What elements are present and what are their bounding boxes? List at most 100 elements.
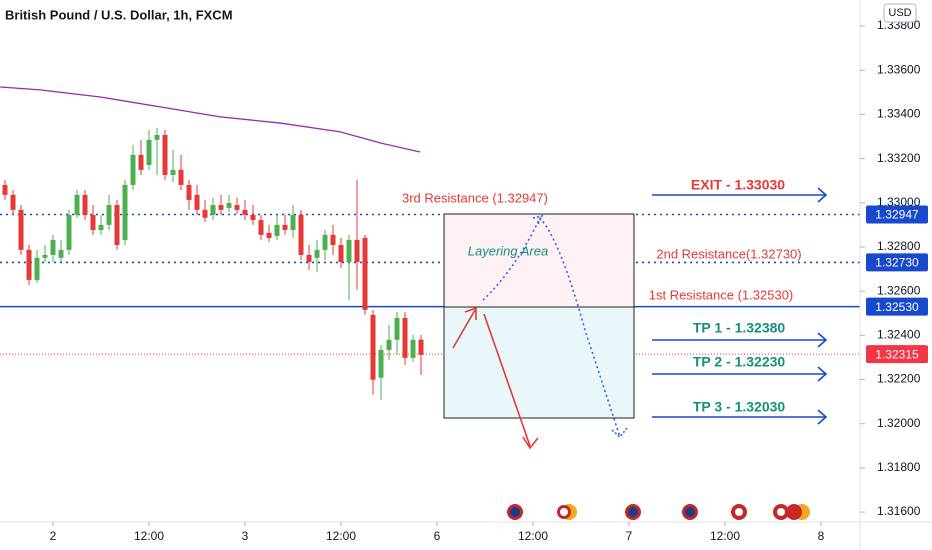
candle-body — [170, 169, 176, 175]
candle-body — [418, 339, 424, 355]
candle-body — [266, 232, 272, 238]
y-tick-label: 1.31800 — [877, 460, 921, 474]
candle-body — [26, 249, 32, 280]
x-tick-label: 12:00 — [134, 529, 164, 543]
target-label: TP 2 - 1.32230 — [693, 354, 786, 370]
candle-body — [226, 203, 232, 208]
candle-body — [354, 239, 360, 262]
candle-body — [378, 349, 384, 378]
y-tick-label: 1.33600 — [877, 62, 921, 76]
candle-body — [298, 214, 304, 255]
candle-body — [290, 214, 296, 230]
candle-body — [402, 317, 408, 358]
x-tick-label: 12:00 — [710, 529, 740, 543]
candle-body — [50, 239, 56, 255]
candle-body — [314, 249, 320, 258]
annotation: 2nd Resistance(1.32730) — [656, 246, 801, 261]
candle-body — [162, 134, 168, 175]
target-arrows — [652, 187, 828, 425]
candle-body — [18, 209, 24, 250]
y-tick-label: 1.33400 — [877, 107, 921, 121]
candle-body — [218, 205, 224, 210]
candle-body — [250, 214, 256, 221]
resistance-zone — [443, 213, 635, 308]
price-tag-label: 1.32730 — [875, 256, 919, 270]
y-tick-label: 1.31600 — [877, 504, 921, 518]
y-tick-label: 1.32000 — [877, 416, 921, 430]
x-tick-label: 6 — [434, 529, 441, 543]
candle-body — [346, 239, 352, 262]
chart-title: British Pound / U.S. Dollar, 1h, FXCM — [5, 7, 233, 22]
x-tick-label: 7 — [626, 529, 633, 543]
candle-body — [234, 205, 240, 210]
projection-arrowheads — [532, 214, 628, 439]
candle-body — [66, 214, 72, 250]
x-tick-label: 3 — [242, 529, 249, 543]
candle-body — [194, 194, 200, 210]
candle-body — [186, 184, 192, 200]
currency-label: USD — [888, 7, 911, 19]
candle-body — [242, 209, 248, 215]
candle-body — [202, 209, 208, 218]
y-tick-label: 1.32600 — [877, 283, 921, 297]
candle-body — [370, 314, 376, 380]
price-tag-label: 1.32530 — [875, 300, 919, 314]
annotation: Layering Area — [468, 243, 548, 258]
annotation: 1st Resistance (1.32530) — [649, 287, 794, 302]
candle-body — [10, 194, 16, 210]
candle-body — [42, 254, 48, 258]
x-tick-label: 8 — [818, 529, 825, 543]
target-zone — [443, 306, 635, 419]
y-tick-label: 1.32200 — [877, 372, 921, 386]
target-label: EXIT - 1.33030 — [691, 177, 785, 193]
candle-body — [282, 224, 288, 230]
candle-body — [154, 134, 160, 140]
candle-body — [362, 237, 368, 310]
candle-body — [138, 154, 144, 170]
price-tag-label: 1.32947 — [875, 208, 919, 222]
x-tick-label: 12:00 — [326, 529, 356, 543]
y-tick-label: 1.33200 — [877, 151, 921, 165]
candle-body — [74, 194, 80, 215]
price-tag — [866, 253, 928, 272]
plot — [0, 86, 424, 400]
x-tick-label: 2 — [50, 529, 57, 543]
candle-body — [122, 184, 128, 240]
candle-body — [34, 257, 40, 280]
candle-body — [114, 205, 120, 245]
y-tick-label: 1.33000 — [877, 195, 921, 209]
candle-body — [146, 139, 152, 166]
moving-average — [0, 86, 421, 153]
candle-body — [90, 214, 96, 230]
candle-body — [338, 244, 344, 262]
x-tick-label: 12:00 — [518, 529, 548, 543]
levels — [0, 213, 860, 355]
candle-body — [178, 169, 184, 185]
axes: 1.338001.336001.334001.332001.330001.328… — [50, 18, 928, 543]
y-tick-label: 1.32800 — [877, 239, 921, 253]
y-tick-label: 1.32400 — [877, 328, 921, 342]
candle-body — [274, 224, 280, 236]
candle-body — [106, 205, 112, 225]
target-label: TP 3 - 1.32030 — [693, 399, 786, 415]
target-label: TP 1 - 1.32380 — [693, 320, 786, 336]
annotation: 3rd Resistance (1.32947) — [402, 190, 548, 205]
candle-body — [410, 339, 416, 358]
candle-body — [130, 154, 136, 185]
price-tag — [866, 345, 928, 364]
candle-body — [258, 220, 264, 235]
candle-body — [306, 254, 312, 262]
price-tag — [866, 205, 928, 224]
candle-body — [210, 205, 216, 215]
event-icons — [507, 504, 810, 520]
candle-body — [330, 234, 336, 245]
price-tag-label: 1.32315 — [875, 347, 919, 361]
price-tag — [866, 297, 928, 316]
currency-box — [883, 3, 917, 23]
candle-body — [82, 194, 88, 215]
candle-body — [2, 184, 8, 195]
candle-body — [58, 249, 64, 258]
projection-path — [482, 216, 621, 438]
candle-body — [394, 317, 400, 340]
